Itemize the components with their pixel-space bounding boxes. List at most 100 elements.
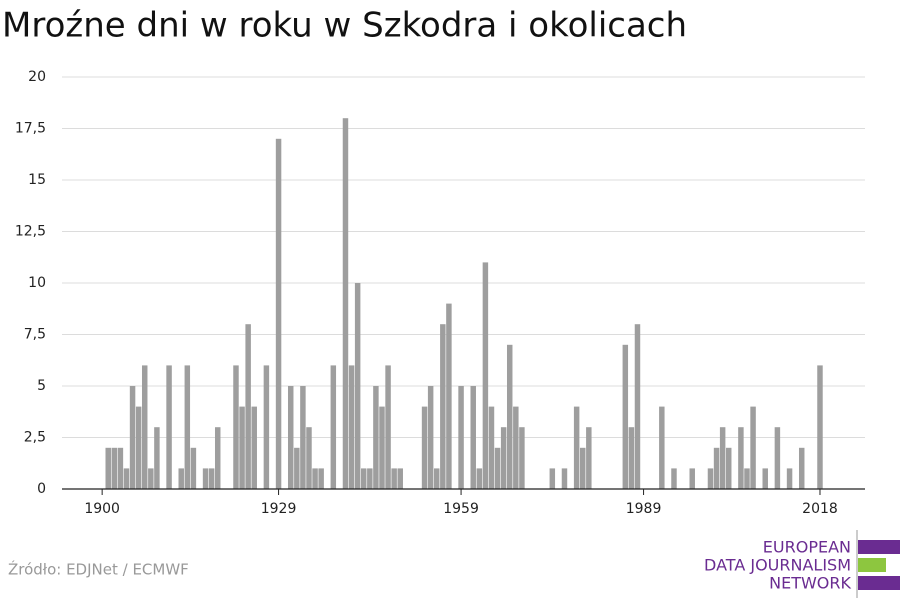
bar — [719, 427, 726, 489]
logo-bar — [858, 540, 900, 554]
bar — [166, 365, 172, 489]
bar — [634, 324, 641, 489]
bar — [239, 406, 245, 489]
bar — [458, 386, 464, 489]
bar — [513, 406, 519, 489]
x-tick-label: 2018 — [802, 501, 838, 517]
bar — [275, 138, 282, 490]
bar — [725, 447, 732, 489]
bar — [202, 468, 209, 489]
logo-text: DATA JOURNALISM — [704, 556, 851, 575]
bar — [385, 365, 391, 489]
y-tick-label: 12,5 — [15, 224, 46, 240]
bar — [707, 468, 714, 489]
bar — [117, 447, 124, 489]
bar — [628, 427, 635, 489]
bar — [440, 324, 446, 489]
bar — [300, 386, 306, 489]
bar — [500, 427, 507, 489]
bar — [476, 468, 483, 489]
bar — [689, 468, 695, 489]
bar — [379, 406, 385, 489]
bar — [488, 406, 495, 489]
bar — [421, 406, 428, 489]
bar — [586, 427, 592, 489]
bar — [622, 344, 629, 489]
y-tick-label: 17,5 — [15, 121, 46, 137]
logo-bar — [858, 576, 900, 590]
y-tick-label: 0 — [37, 481, 46, 497]
bar — [373, 386, 379, 489]
bar — [251, 406, 257, 489]
bar — [750, 406, 756, 489]
y-tick-label: 20 — [28, 69, 46, 85]
bar — [573, 406, 580, 489]
bar — [433, 468, 440, 489]
bar — [798, 447, 805, 489]
bar — [342, 118, 349, 489]
bar — [190, 447, 197, 489]
bar — [470, 386, 476, 489]
y-tick-label: 2,5 — [24, 430, 46, 446]
bar — [659, 406, 665, 489]
bar — [105, 447, 111, 489]
bar — [561, 468, 568, 489]
bar — [294, 447, 300, 489]
chart-title: Mroźne dni w roku w Szkodra i okolicach — [2, 6, 687, 46]
bar — [178, 468, 184, 489]
bar — [111, 447, 118, 489]
bar — [506, 344, 513, 489]
bar — [354, 283, 361, 489]
bar — [154, 427, 160, 489]
bar — [738, 427, 744, 489]
bar — [214, 427, 221, 489]
bar — [549, 468, 556, 489]
y-tick-label: 10 — [28, 275, 46, 291]
logo-text: NETWORK — [769, 574, 851, 593]
bar — [148, 468, 154, 489]
bar — [123, 468, 130, 489]
bar — [427, 386, 434, 489]
bar — [263, 365, 270, 489]
bar — [579, 447, 586, 489]
y-tick-label: 5 — [37, 378, 46, 394]
bar — [774, 427, 781, 489]
bar — [786, 468, 793, 489]
bar — [713, 447, 720, 489]
x-tick-label: 1929 — [261, 501, 297, 517]
bar — [494, 447, 501, 489]
bar — [184, 365, 191, 489]
bar — [744, 468, 750, 489]
bar — [330, 365, 337, 489]
bar — [519, 427, 525, 489]
bar — [129, 386, 136, 489]
bar — [482, 262, 489, 489]
bar — [208, 468, 215, 489]
bar — [391, 468, 397, 489]
x-tick-label: 1959 — [443, 501, 479, 517]
bar — [817, 365, 823, 489]
y-tick-label: 15 — [28, 172, 46, 188]
x-tick-label: 1900 — [84, 501, 120, 517]
bar — [671, 468, 677, 489]
logo-text: EUROPEAN — [763, 538, 851, 557]
bar — [135, 406, 142, 489]
bar — [287, 386, 294, 489]
bar — [367, 468, 373, 489]
bar — [318, 468, 324, 489]
source: Źródło: EDJNet / ECMWF — [8, 560, 189, 579]
x-tick-label: 1989 — [626, 501, 662, 517]
bar — [397, 468, 403, 489]
bar — [141, 365, 148, 489]
bar — [360, 468, 367, 489]
bar — [348, 365, 355, 489]
bar — [446, 303, 452, 489]
bar — [762, 468, 768, 489]
bar — [306, 427, 312, 489]
bar — [233, 365, 239, 489]
bar — [312, 468, 318, 489]
logo-bar — [858, 558, 886, 572]
y-tick-label: 7,5 — [24, 327, 46, 343]
bar — [245, 324, 251, 489]
